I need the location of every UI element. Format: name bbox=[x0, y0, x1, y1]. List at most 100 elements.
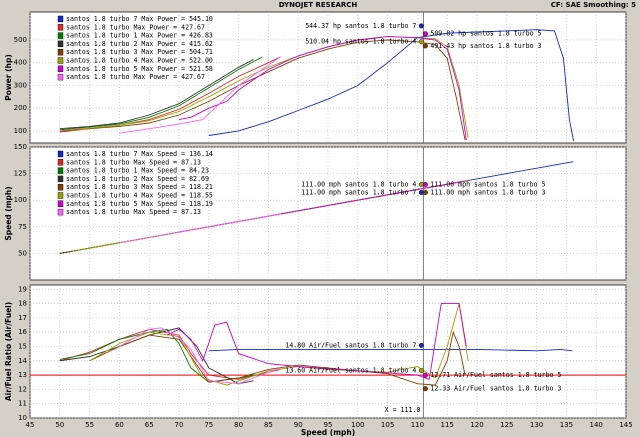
header-title: DYNOJET RESEARCH bbox=[279, 1, 358, 9]
header-settings: CF: SAE Smoothing: 5 bbox=[551, 1, 636, 9]
legend-label: santos 1.8 turbo 5 Max Power = 521.58 bbox=[66, 65, 213, 73]
y-tick-label: 150 bbox=[14, 143, 27, 151]
x-axis-label: Speed (mph) bbox=[301, 428, 355, 437]
x-tick-label: 55 bbox=[85, 421, 94, 429]
legend-label: santos 1.8 turbo Max Power = 427.67 bbox=[66, 73, 205, 81]
series-line bbox=[119, 327, 281, 385]
x-tick-label: 115 bbox=[441, 421, 454, 429]
legend-swatch bbox=[57, 24, 64, 31]
legend-label: santos 1.8 turbo 7 Max Power = 545.10 bbox=[66, 15, 213, 23]
annotation-marker bbox=[422, 386, 428, 392]
y-tick-label: 19 bbox=[18, 285, 27, 293]
legend-label: santos 1.8 turbo 1 Max Power = 426.83 bbox=[66, 32, 213, 40]
legend-swatch bbox=[57, 192, 64, 199]
legend-label: santos 1.8 turbo 4 Max Power = 522.00 bbox=[66, 57, 213, 65]
legend-label: santos 1.8 turbo 3 Max Power = 504.71 bbox=[66, 48, 213, 56]
legend-label: santos 1.8 turbo 2 Max Power = 415.62 bbox=[66, 40, 213, 48]
y-tick-label: 200 bbox=[14, 104, 27, 112]
annotation-label: 111.00 mph santos 1.8 turbo 3 bbox=[430, 188, 545, 196]
cursor-label: X = 111.0 bbox=[385, 406, 421, 414]
series-line bbox=[178, 36, 467, 141]
x-tick-label: 90 bbox=[294, 421, 303, 429]
y-tick-label: 15 bbox=[18, 342, 27, 350]
annotation-marker bbox=[422, 372, 428, 378]
annotation-marker bbox=[422, 31, 428, 37]
legend-swatch bbox=[57, 150, 64, 158]
x-tick-label: 145 bbox=[619, 421, 632, 429]
annotation-marker bbox=[422, 189, 428, 195]
series-line bbox=[59, 56, 263, 131]
legend-label: santos 1.8 turbo 2 Max Speed = 82.69 bbox=[66, 175, 209, 183]
legend-label: santos 1.8 turbo 3 Max Speed = 118.21 bbox=[66, 183, 213, 191]
annotation-marker bbox=[418, 39, 424, 45]
series-line bbox=[89, 330, 466, 386]
legend-swatch bbox=[57, 40, 64, 48]
x-tick-label: 110 bbox=[411, 421, 424, 429]
annotation-label: 14.80 Air/Fuel santos 1.8 turbo 7 bbox=[285, 341, 416, 349]
x-tick-label: 130 bbox=[530, 421, 543, 429]
annotation-label: 111.00 mph santos 1.8 turbo 5 bbox=[430, 180, 545, 188]
y-tick-label: 14 bbox=[18, 357, 27, 365]
x-tick-label: 65 bbox=[145, 421, 154, 429]
legend-swatch bbox=[57, 208, 64, 216]
annotation-label: 12.71 Air/Fuel santos 1.8 turbo 5 bbox=[430, 371, 561, 379]
annotation-marker bbox=[418, 23, 424, 29]
annotation-marker bbox=[418, 368, 424, 374]
y-tick-label: 400 bbox=[14, 59, 27, 67]
y-tick-label: 13 bbox=[18, 371, 27, 379]
legend-swatch bbox=[57, 15, 64, 23]
annotation-label: 544.37 hp santos 1.8 turbo 7 bbox=[305, 22, 416, 30]
x-tick-label: 80 bbox=[234, 421, 243, 429]
series-line bbox=[208, 29, 575, 142]
annotation-label: 13.60 Air/Fuel santos 1.8 turbo 4 bbox=[285, 367, 416, 375]
annotation-label: 111.00 mph santos 1.8 turbo 7 bbox=[301, 188, 416, 196]
legend-label: santos 1.8 turbo Max Speed = 87.13 bbox=[66, 208, 201, 216]
y-tick-label: 12 bbox=[18, 385, 27, 393]
y-axis-label: Air/Fuel Ratio (Air/Fuel) bbox=[4, 302, 13, 401]
x-tick-label: 60 bbox=[115, 421, 124, 429]
legend-label: santos 1.8 turbo 4 Max Speed = 118.55 bbox=[66, 192, 213, 200]
x-tick-label: 135 bbox=[560, 421, 573, 429]
x-tick-label: 95 bbox=[324, 421, 333, 429]
x-tick-label: 70 bbox=[175, 421, 184, 429]
x-tick-label: 50 bbox=[55, 421, 64, 429]
series-line bbox=[119, 213, 282, 244]
annotation-label: 111.00 mph santos 1.8 turbo 4 bbox=[301, 180, 416, 188]
legend-swatch bbox=[57, 57, 64, 64]
x-tick-label: 75 bbox=[204, 421, 213, 429]
legend-label: santos 1.8 turbo 7 Max Speed = 136.14 bbox=[66, 150, 213, 158]
legend-swatch bbox=[57, 32, 64, 39]
x-tick-label: 85 bbox=[264, 421, 273, 429]
legend-label: santos 1.8 turbo 5 Max Speed = 118.19 bbox=[66, 200, 213, 208]
y-tick-label: 100 bbox=[14, 127, 27, 135]
y-tick-label: 500 bbox=[14, 36, 27, 44]
y-tick-label: 18 bbox=[18, 300, 27, 308]
y-tick-label: 300 bbox=[14, 81, 27, 89]
y-tick-label: 75 bbox=[18, 223, 27, 231]
y-tick-label: 16 bbox=[18, 328, 27, 336]
legend-label: santos 1.8 turbo 1 Max Speed = 84.23 bbox=[66, 167, 209, 175]
series-line bbox=[208, 348, 573, 352]
x-tick-label: 140 bbox=[590, 421, 603, 429]
legend-swatch bbox=[57, 167, 64, 174]
annotation-label: 509.82 hp santos 1.8 turbo 5 bbox=[430, 30, 541, 38]
annotation-marker bbox=[418, 342, 424, 348]
x-tick-label: 45 bbox=[26, 421, 35, 429]
y-tick-label: 50 bbox=[18, 249, 27, 257]
legend-swatch bbox=[57, 200, 64, 208]
series-line bbox=[59, 327, 254, 385]
series-line bbox=[166, 303, 467, 381]
y-tick-label: 11 bbox=[18, 400, 27, 408]
x-tick-label: 125 bbox=[500, 421, 513, 429]
annotation-marker bbox=[422, 43, 428, 49]
annotation-label: 491.43 hp santos 1.8 turbo 3 bbox=[430, 42, 541, 50]
y-tick-label: 10 bbox=[18, 414, 27, 422]
series-line bbox=[59, 59, 254, 130]
annotation-marker bbox=[422, 181, 428, 187]
legend-swatch bbox=[57, 73, 64, 81]
legend-swatch bbox=[57, 175, 64, 183]
y-tick-label: 125 bbox=[14, 170, 27, 178]
x-tick-label: 105 bbox=[381, 421, 394, 429]
legend-swatch bbox=[57, 183, 64, 191]
